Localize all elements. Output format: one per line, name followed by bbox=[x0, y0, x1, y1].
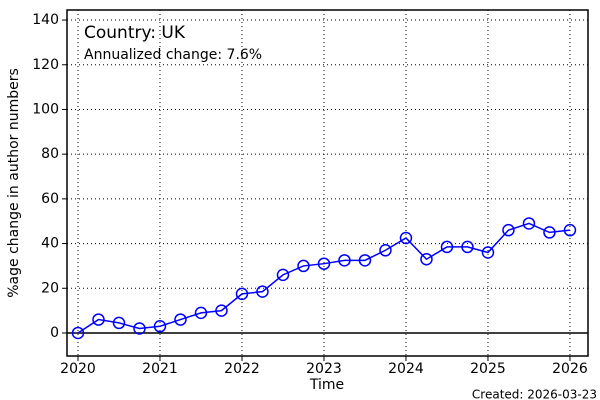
y-tick-label: 140 bbox=[32, 12, 59, 28]
y-tick-label: 80 bbox=[41, 146, 59, 162]
data-point bbox=[133, 322, 146, 335]
x-axis-label: Time bbox=[309, 377, 344, 393]
data-point bbox=[563, 223, 577, 237]
x-tick-label: 2022 bbox=[224, 361, 260, 377]
data-point bbox=[420, 252, 433, 266]
data-point bbox=[358, 254, 372, 267]
data-point bbox=[338, 254, 351, 267]
data-point bbox=[112, 316, 126, 330]
plot-frame bbox=[66, 9, 589, 357]
data-point bbox=[440, 240, 454, 254]
data-point bbox=[92, 313, 105, 326]
data-point bbox=[235, 287, 249, 301]
y-axis-label: %age change in author numbers bbox=[6, 68, 22, 298]
y-tick-label: 100 bbox=[32, 101, 59, 117]
data-point bbox=[71, 326, 85, 340]
data-point bbox=[461, 240, 474, 254]
data-point bbox=[543, 226, 556, 239]
footer: Created: 2026-03-23 bbox=[472, 388, 597, 400]
data-point bbox=[194, 306, 208, 320]
x-tick-label: 2021 bbox=[142, 361, 178, 377]
chart-subtitle: Annualized change: 7.6% bbox=[84, 47, 262, 63]
x-tick-label: 2024 bbox=[388, 361, 424, 377]
chart-title: Country: UK bbox=[84, 23, 186, 43]
data-point bbox=[297, 259, 310, 273]
data-point bbox=[379, 244, 392, 257]
data-point bbox=[215, 304, 228, 317]
data-point bbox=[317, 257, 331, 270]
data-point bbox=[276, 268, 290, 282]
data-point bbox=[481, 246, 495, 259]
x-tick-label: 2026 bbox=[552, 361, 588, 377]
y-tick-label: 60 bbox=[41, 191, 59, 207]
y-tick-label: 120 bbox=[32, 57, 59, 73]
y-tick-label: 20 bbox=[41, 280, 59, 296]
y-tick-label: 0 bbox=[50, 325, 59, 341]
y-tick-label: 40 bbox=[41, 236, 59, 252]
data-point bbox=[522, 217, 536, 230]
data-point bbox=[153, 320, 167, 333]
x-tick-label: 2020 bbox=[60, 361, 96, 377]
data-point bbox=[174, 313, 187, 326]
x-tick-label: 2023 bbox=[306, 361, 342, 377]
data-point bbox=[256, 285, 269, 298]
x-tick-label: 2025 bbox=[470, 361, 506, 377]
series-line bbox=[77, 222, 571, 334]
data-point bbox=[399, 231, 413, 245]
data-point bbox=[502, 223, 515, 237]
